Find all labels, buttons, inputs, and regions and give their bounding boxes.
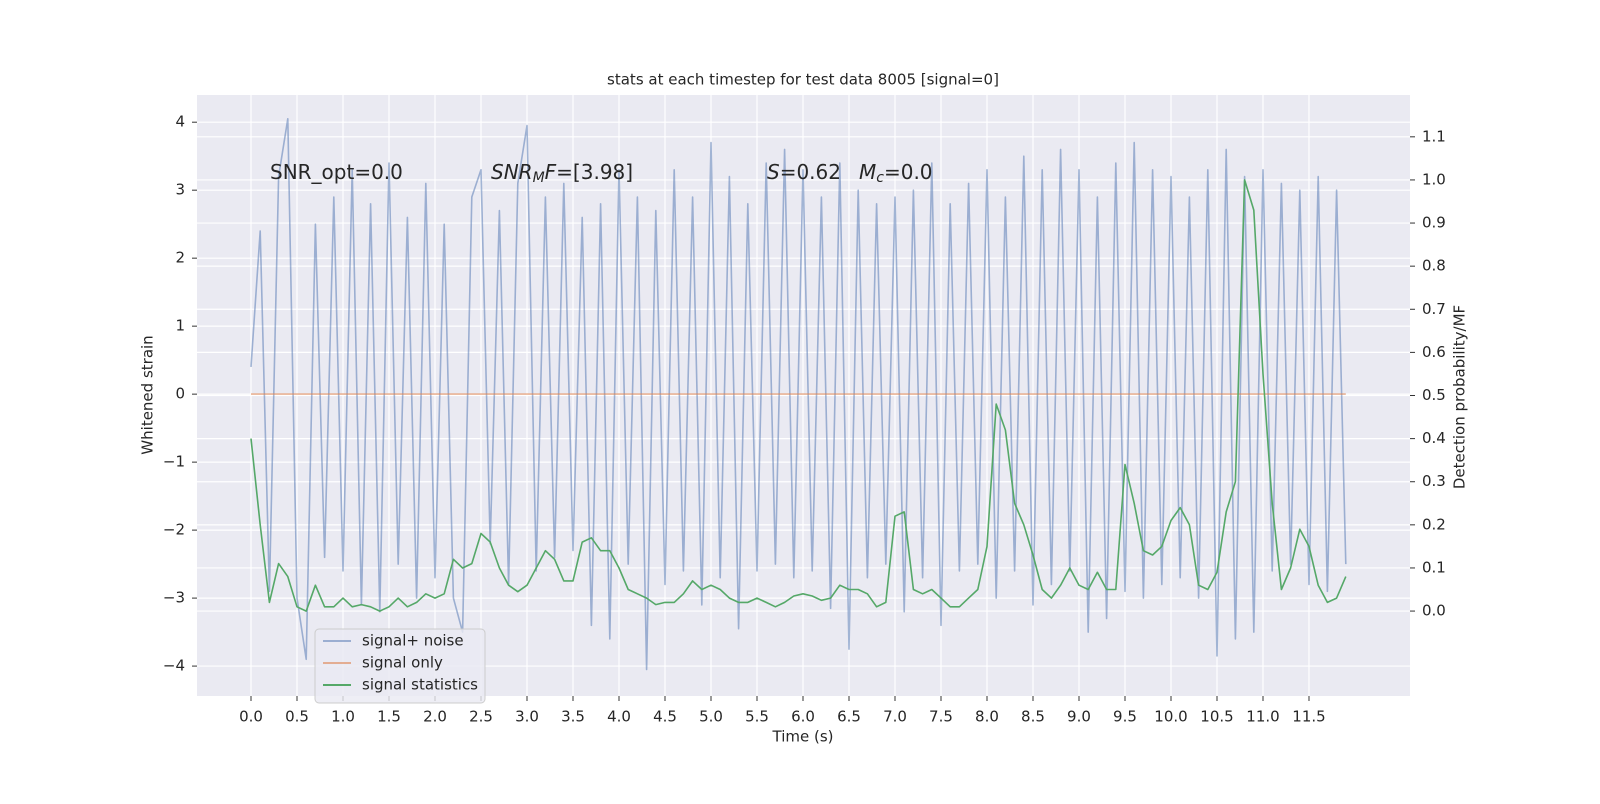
- y-tick-label: −4: [163, 657, 185, 675]
- annotation-part: S: [767, 160, 780, 184]
- series-line: [250, 118, 1347, 671]
- x-tick-label: 10.0: [1154, 708, 1187, 726]
- y2-tick-label: 0.3: [1422, 472, 1446, 490]
- legend-box: [314, 628, 486, 704]
- y2-tick-label: 0.2: [1422, 515, 1446, 533]
- x-tick-label: 8.0: [975, 708, 999, 726]
- x-tick-label: 1.5: [377, 708, 401, 726]
- annotation-part: F: [545, 160, 557, 184]
- x-tick-label: 8.5: [1021, 708, 1045, 726]
- legend: signal+ noise signal only signal statistic…: [314, 628, 486, 704]
- x-tick-label: 7.0: [883, 708, 907, 726]
- y2-tick-label: 0.1: [1422, 558, 1446, 576]
- annotation-part: c: [876, 170, 884, 186]
- x-tick-label: 2.0: [423, 708, 447, 726]
- y-tick-label: 1: [175, 317, 185, 335]
- x-tick-label: 1.0: [331, 708, 355, 726]
- lines: [250, 118, 1347, 671]
- y-axis-label: Whitened strain: [139, 335, 157, 454]
- y2-tick-label: 0.7: [1422, 300, 1446, 318]
- y-tick-label: −2: [163, 521, 185, 539]
- y-tick-label: −3: [163, 589, 185, 607]
- x-tick-label: 5.0: [699, 708, 723, 726]
- x-tick-label: 6.5: [837, 708, 861, 726]
- annotation-part: M: [859, 160, 876, 184]
- legend-label: signal only: [362, 654, 443, 672]
- y2-tick-label: 0.4: [1422, 429, 1446, 447]
- series-line: [250, 179, 1347, 612]
- y-tick-label: 0: [175, 385, 185, 403]
- y2-tick-label: 0.0: [1422, 602, 1446, 620]
- x-tick-label: 3.0: [515, 708, 539, 726]
- y2-tick-label: 0.8: [1422, 257, 1446, 275]
- x-tick-label: 9.5: [1113, 708, 1137, 726]
- annotation: S=0.62: [767, 160, 841, 184]
- x-tick-label: 4.5: [653, 708, 677, 726]
- x-tick-label: 2.5: [469, 708, 493, 726]
- annotations: SNR_opt=0.0 SNRMF=[3.98] S=0.62 Mc=0.0: [270, 160, 933, 187]
- x-tick-label: 4.0: [607, 708, 631, 726]
- x-axis-label: Time (s): [772, 728, 834, 746]
- y2-tick-label: 0.6: [1422, 343, 1446, 361]
- y2-tick-label: 0.5: [1422, 386, 1446, 404]
- annotation-part: SNR_opt=0.0: [270, 160, 403, 184]
- x-tick-label: 0.5: [285, 708, 309, 726]
- x-tick-label: 7.5: [929, 708, 953, 726]
- x-tick-label: 6.0: [791, 708, 815, 726]
- y2-tick-label: 1.0: [1422, 170, 1446, 188]
- y2-tick-label: 0.9: [1422, 214, 1446, 232]
- x-tick-label: 9.0: [1067, 708, 1091, 726]
- ticks: 0.0 0.5 1.0 1.5 2.0 2.5 3.0 3.5 4.0 4.5 5.0 5.5 6.0 6…: [163, 113, 1446, 726]
- y-tick-label: 4: [175, 113, 185, 131]
- y-tick-label: −1: [163, 453, 185, 471]
- legend-label: signal statistics: [362, 676, 478, 694]
- chart-title: stats at each timestep for test data 800…: [607, 71, 999, 89]
- y-tick-label: 2: [175, 249, 185, 267]
- annotation-part: M: [533, 170, 545, 186]
- annotation-part: =[3.98]: [556, 160, 633, 184]
- annotation: SNRMF=[3.98]: [491, 160, 633, 187]
- y2-axis-label: Detection probability/MF: [1451, 305, 1469, 489]
- annotation-part: =0.0: [884, 160, 933, 184]
- x-tick-label: 11.0: [1246, 708, 1279, 726]
- annotation: Mc=0.0: [859, 160, 933, 187]
- x-tick-label: 0.0: [239, 708, 263, 726]
- annotation: SNR_opt=0.0: [270, 160, 403, 184]
- x-tick-label: 10.5: [1200, 708, 1233, 726]
- annotation-part: SNR: [491, 160, 533, 184]
- legend-label: signal+ noise: [362, 632, 464, 650]
- x-tick-label: 11.5: [1292, 708, 1325, 726]
- x-tick-label: 3.5: [561, 708, 585, 726]
- x-tick-label: 5.5: [745, 708, 769, 726]
- annotation-part: =0.62: [780, 160, 841, 184]
- y-tick-label: 3: [175, 181, 185, 199]
- y2-tick-label: 1.1: [1422, 127, 1446, 145]
